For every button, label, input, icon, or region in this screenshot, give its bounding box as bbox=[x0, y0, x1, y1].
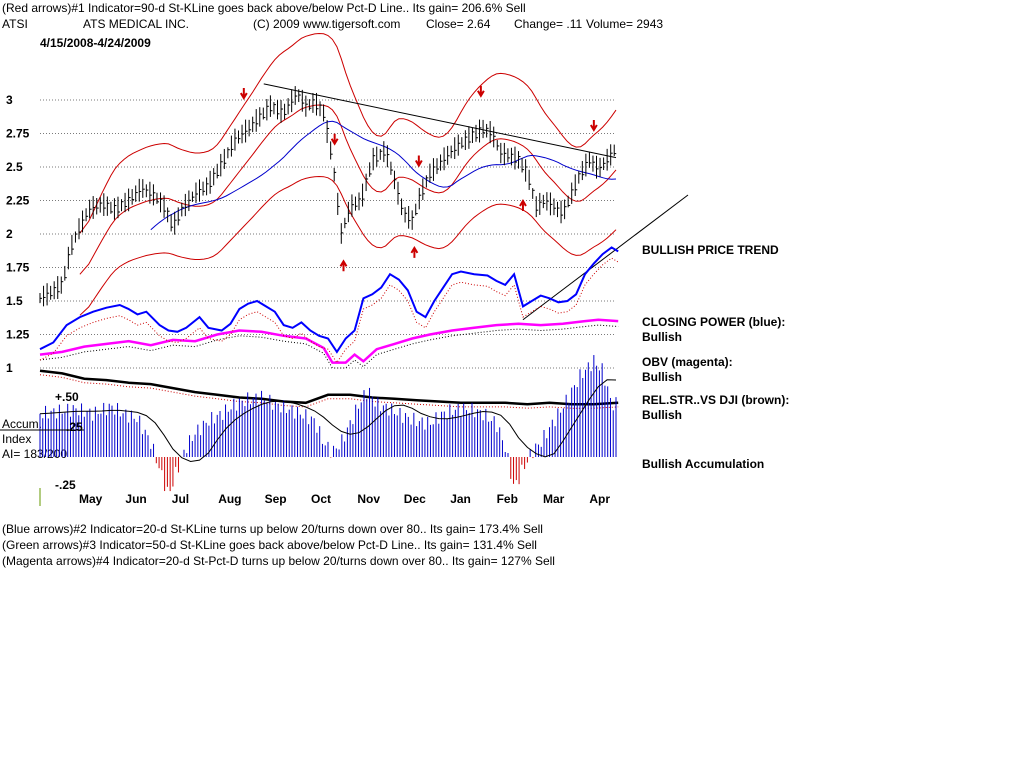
x-tick-labels: May Jun Jul Aug Sep Oct Nov Dec Jan Feb Mar Apr bbox=[39, 488, 610, 506]
ma-21-line bbox=[79, 104, 617, 275]
relstr-ma-line bbox=[39, 374, 619, 409]
index-label: Index bbox=[2, 432, 32, 446]
y-tick-label: 1.5 bbox=[6, 294, 23, 308]
closing-power-status: Bullish bbox=[642, 330, 683, 344]
indicator-lines bbox=[39, 246, 619, 409]
ticker-symbol: ATSI bbox=[2, 17, 28, 31]
y-tick-label: 2.75 bbox=[6, 127, 30, 141]
volume-value: Volume= 2943 bbox=[586, 17, 664, 31]
y-tick-label: 2 bbox=[6, 227, 13, 241]
accum-tick-high: +.50 bbox=[55, 390, 79, 404]
x-tick-label-mar: Mar bbox=[543, 492, 565, 506]
x-tick-label-aug: Aug bbox=[218, 492, 241, 506]
accum-tick-low: -.25 bbox=[55, 478, 76, 492]
y-tick-label: 3 bbox=[6, 93, 13, 107]
company-name: ATS MEDICAL INC. bbox=[83, 17, 190, 31]
bullish-trend-label: BULLISH PRICE TREND bbox=[642, 243, 779, 257]
accum-histogram bbox=[39, 355, 617, 492]
x-tick-label-dec: Dec bbox=[404, 492, 426, 506]
x-tick-label-jan: Jan bbox=[450, 492, 471, 506]
buy-arrow-icon bbox=[339, 259, 348, 272]
x-tick-label-sep: Sep bbox=[265, 492, 287, 506]
accum-tick-mid: .25 bbox=[66, 420, 83, 434]
close-value: Close= 2.64 bbox=[426, 17, 491, 31]
x-tick-label-oct: Oct bbox=[311, 492, 331, 506]
relstr-status: Bullish bbox=[642, 408, 683, 422]
accum-ma-line bbox=[39, 379, 617, 463]
grid-lines bbox=[40, 99, 616, 369]
sell-arrow-icon bbox=[477, 85, 485, 98]
uptrend-line bbox=[522, 194, 689, 321]
y-tick-label: 1.75 bbox=[6, 261, 30, 275]
relstr-line bbox=[39, 369, 619, 406]
sell-arrow-icon bbox=[239, 88, 248, 100]
x-tick-label-jun: Jun bbox=[125, 492, 146, 506]
x-tick-label-may: May bbox=[79, 492, 103, 506]
buy-arrow-icon bbox=[410, 245, 419, 258]
closing-power-line bbox=[39, 246, 619, 354]
footer-line-1: (Blue arrows)#2 Indicator=20-d St-KLine … bbox=[2, 522, 543, 536]
x-tick-label-nov: Nov bbox=[357, 492, 380, 506]
signal-arrows bbox=[239, 85, 598, 272]
price-bands bbox=[79, 32, 617, 316]
footer-line-3: (Magenta arrows)#4 Indicator=20-d St-Pct… bbox=[2, 554, 555, 568]
x-tick-label-apr: Apr bbox=[589, 492, 610, 506]
accum-label: Accum. bbox=[2, 417, 43, 431]
sell-arrow-icon bbox=[414, 155, 423, 168]
obv-line bbox=[39, 318, 619, 364]
y-tick-labels: 3 2.75 2.5 2.25 2 1.75 1.5 1.25 1 bbox=[6, 93, 30, 375]
y-tick-label: 1 bbox=[6, 361, 13, 375]
obv-status: Bullish bbox=[642, 370, 683, 384]
sell-arrow-icon bbox=[330, 133, 339, 146]
y-tick-label: 2.25 bbox=[6, 194, 30, 208]
trend-lines bbox=[263, 83, 689, 321]
x-tick-label-jul: Jul bbox=[172, 492, 189, 506]
change-value: Change= .11 bbox=[514, 17, 583, 31]
obv-label: OBV (magenta): bbox=[642, 355, 733, 369]
footer-line-2: (Green arrows)#3 Indicator=50-d St-KLine… bbox=[2, 538, 537, 552]
sell-arrow-icon bbox=[589, 119, 598, 132]
copyright-text: (C) 2009 www.tigersoft.com bbox=[253, 17, 401, 31]
accum-panel-ticks: +.50 .25 -.25 bbox=[0, 390, 84, 492]
price-bars bbox=[39, 86, 617, 307]
accum-status: Bullish Accumulation bbox=[642, 457, 765, 471]
buy-arrow-icon bbox=[519, 199, 527, 211]
closing-power-label: CLOSING POWER (blue): bbox=[642, 315, 786, 329]
relstr-label: REL.STR..VS DJI (brown): bbox=[642, 393, 790, 407]
date-range: 4/15/2008-4/24/2009 bbox=[40, 36, 151, 50]
header-indicator-line: (Red arrows)#1 Indicator=90-d St-KLine g… bbox=[2, 1, 526, 15]
x-tick-label-feb: Feb bbox=[497, 492, 518, 506]
obv-ma-line bbox=[39, 324, 619, 369]
y-tick-label: 2.5 bbox=[6, 160, 23, 174]
y-tick-label: 1.25 bbox=[6, 328, 30, 342]
downtrend-line bbox=[263, 83, 617, 159]
upper-band bbox=[79, 32, 617, 234]
